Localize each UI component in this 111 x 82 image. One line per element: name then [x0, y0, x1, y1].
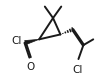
Text: Cl: Cl — [72, 65, 83, 75]
Text: O: O — [26, 62, 35, 72]
Polygon shape — [25, 39, 39, 45]
Text: Cl: Cl — [11, 36, 21, 46]
